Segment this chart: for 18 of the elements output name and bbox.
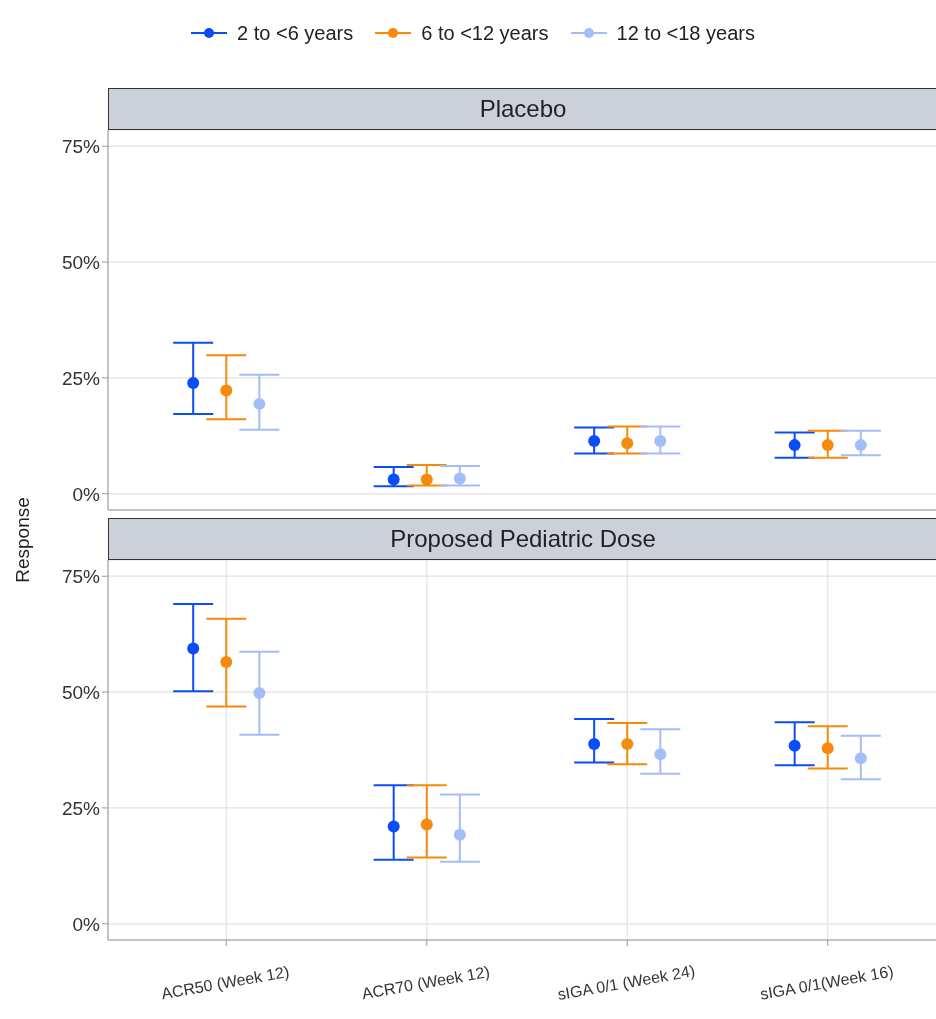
x-tick-label: sIGA 0/1(Week 16) <box>758 962 895 1003</box>
chart-title: Placebo <box>108 88 936 130</box>
y-tick-label: 75% <box>61 565 101 587</box>
x-tick-label: sIGA 0/1 (Week 24) <box>556 962 697 1004</box>
y-tick-label: 25% <box>61 797 101 819</box>
legend-label: 6 to <12 years <box>421 21 549 45</box>
y-tick-label: 0% <box>72 913 101 935</box>
x-tick-label: ACR50 (Week 12) <box>160 962 291 1003</box>
chart-title: Proposed Pediatric Dose <box>108 518 936 560</box>
y-tick-label: 0% <box>72 483 101 505</box>
legend-label: 12 to <18 years <box>616 21 755 45</box>
y-tick-label: 75% <box>61 135 101 157</box>
y-tick-label: 50% <box>61 251 101 273</box>
x-tick-label: ACR70 (Week 12) <box>360 962 492 1003</box>
legend-label: 2 to <6 years <box>237 21 354 45</box>
y-axis-title: Response <box>12 497 34 583</box>
y-tick-label: 50% <box>61 681 101 703</box>
y-tick-label: 25% <box>61 367 101 389</box>
